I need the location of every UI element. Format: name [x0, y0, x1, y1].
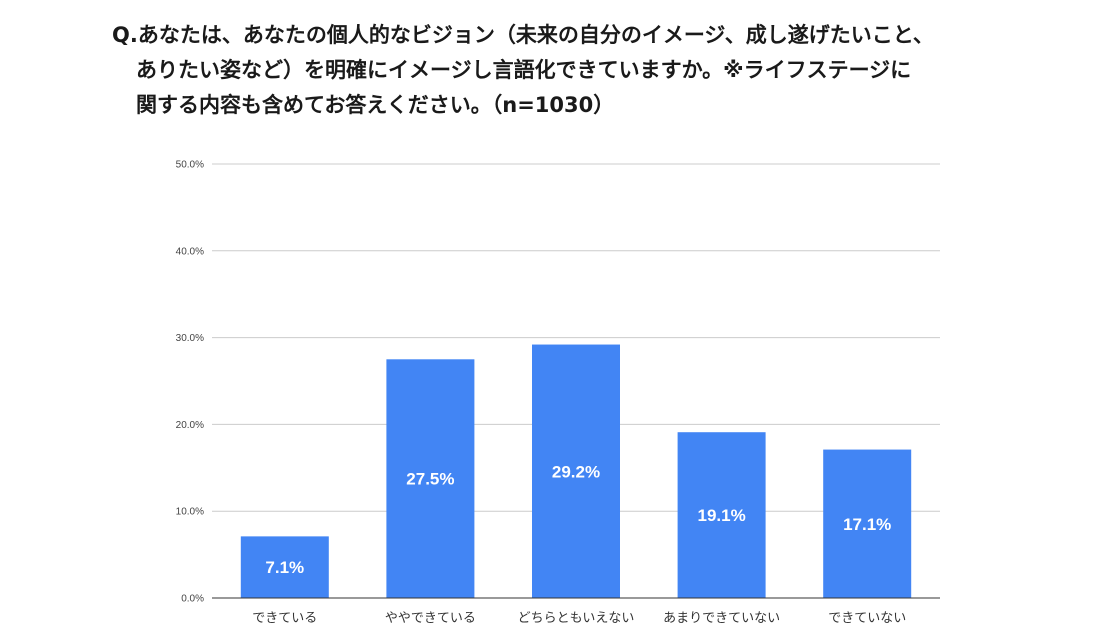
- chart-title: Q.あなたは、あなたの個人的なビジョン（未来の自分のイメージ、成し遂げたいこと、…: [112, 18, 1072, 123]
- y-tick-label: 10.0%: [176, 507, 204, 518]
- data-label: 19.1%: [697, 506, 745, 525]
- bar: [823, 449, 912, 598]
- title-line-3: 関する内容も含めてお答えください。（n=1030）: [136, 93, 615, 117]
- y-tick-label: 0.0%: [181, 594, 204, 605]
- data-label: 29.2%: [552, 462, 600, 481]
- bar: [240, 536, 329, 598]
- x-tick-label: あまりできていない: [663, 611, 780, 626]
- bar: [677, 432, 766, 598]
- title-line-1: Q.あなたは、あなたの個人的なビジョン（未来の自分のイメージ、成し遂げたいこと、: [112, 23, 934, 47]
- y-tick-label: 50.0%: [176, 160, 204, 171]
- x-tick-label: ややできている: [385, 611, 476, 626]
- y-tick-label: 40.0%: [176, 246, 204, 257]
- y-tick-label: 30.0%: [176, 333, 204, 344]
- x-tick-label: できていない: [828, 611, 906, 626]
- x-tick-label: どちらともいえない: [518, 611, 635, 626]
- bar: [532, 344, 620, 598]
- title-line-2: ありたい姿など）を明確にイメージし言語化できていますか。※ライフステージに: [136, 58, 912, 82]
- x-tick-label: できている: [252, 611, 317, 626]
- y-tick-label: 20.0%: [176, 420, 204, 431]
- bar: [386, 359, 475, 598]
- data-label: 27.5%: [406, 470, 454, 489]
- data-label: 17.1%: [843, 515, 891, 534]
- data-label: 7.1%: [265, 558, 304, 577]
